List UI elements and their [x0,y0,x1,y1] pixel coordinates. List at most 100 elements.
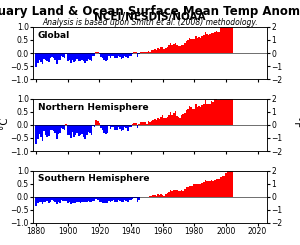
Bar [168,192,170,197]
Bar [224,175,225,197]
Bar [200,184,201,197]
Bar [50,125,51,130]
Bar [110,125,111,129]
Bar [154,195,155,197]
Bar [105,197,106,203]
Bar [145,122,146,125]
Bar [84,53,86,63]
Bar [72,197,73,203]
Bar [59,53,61,60]
Bar [205,180,206,197]
Bar [45,53,46,60]
Bar [122,53,124,58]
Bar [179,118,181,125]
Bar [194,109,195,125]
Bar [208,104,209,125]
Bar [103,53,105,60]
Bar [76,197,78,202]
Bar [182,45,184,53]
Bar [230,79,231,125]
Bar [46,53,48,61]
Bar [136,197,138,202]
Bar [136,125,138,128]
Bar [152,50,154,53]
Bar [186,110,187,125]
Text: Northern Hemisphere: Northern Hemisphere [38,103,148,111]
Bar [53,197,54,201]
Bar [228,18,230,53]
Bar [143,122,145,125]
Bar [194,39,195,53]
Bar [157,118,159,125]
Bar [95,52,97,53]
Bar [86,53,88,61]
Bar [179,47,181,53]
Bar [149,52,151,53]
Bar [164,118,165,125]
Bar [200,107,201,125]
Bar [228,169,230,197]
Bar [217,100,219,125]
Bar [181,190,182,197]
Bar [162,47,164,53]
Bar [97,52,99,53]
Bar [69,197,70,202]
Bar [219,179,220,197]
Bar [192,109,194,125]
Bar [231,163,233,197]
Bar [219,32,220,53]
Bar [97,121,99,125]
Bar [80,53,81,61]
Bar [102,53,103,58]
Bar [152,195,154,197]
Bar [157,48,159,53]
Bar [119,125,121,129]
Bar [65,124,67,125]
Bar [149,196,151,197]
Bar [59,197,61,203]
Bar [92,53,94,56]
Bar [208,35,209,53]
Bar [159,49,160,53]
Bar [186,40,187,53]
Bar [151,121,152,125]
Bar [198,106,200,125]
Bar [73,125,75,137]
Bar [76,125,78,133]
Bar [231,74,233,125]
Bar [167,193,168,197]
Bar [56,53,58,64]
Bar [151,50,152,53]
Bar [59,125,61,133]
Bar [182,191,184,197]
Bar [206,181,208,197]
Bar [195,184,196,197]
Bar [190,107,192,125]
Bar [48,197,50,203]
Bar [129,53,130,56]
Bar [230,166,231,197]
Bar [214,32,216,53]
Bar [58,197,59,202]
Bar [94,125,95,127]
Text: Global: Global [38,31,70,40]
Bar [35,53,37,67]
Bar [84,125,86,139]
Bar [106,53,108,60]
Bar [113,53,114,56]
Bar [92,197,94,201]
Bar [155,50,157,53]
Bar [129,125,130,127]
Bar [116,53,118,58]
Bar [146,124,148,125]
Bar [114,197,116,202]
Bar [130,53,132,56]
Bar [175,43,176,53]
Bar [157,194,159,197]
Bar [189,186,190,197]
Bar [220,27,222,53]
Bar [140,52,141,53]
Bar [116,125,118,130]
Bar [145,52,146,53]
Bar [61,197,62,200]
